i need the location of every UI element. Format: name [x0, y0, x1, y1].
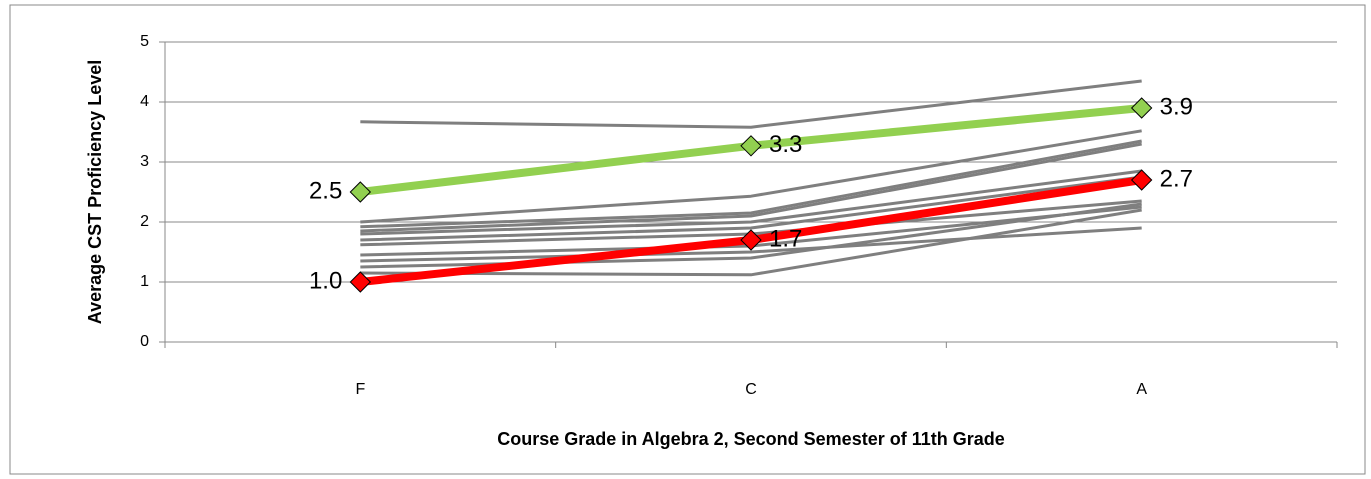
series-line — [360, 142, 1142, 233]
marker — [740, 135, 762, 157]
marker — [1130, 97, 1153, 119]
y-axis-title: Average CST Proficiency Level — [85, 60, 105, 324]
series-line — [360, 79, 1142, 129]
marker — [349, 271, 372, 293]
marker — [1130, 169, 1153, 191]
y-tick-label: 2 — [140, 213, 149, 230]
series-line — [360, 208, 1142, 277]
y-tick-label: 5 — [140, 33, 149, 50]
data-label: 1.0 — [309, 267, 342, 294]
series-line — [360, 139, 1142, 229]
y-tick-label: 4 — [140, 93, 149, 110]
data-label: 1.7 — [769, 225, 802, 252]
series-line — [360, 175, 1142, 242]
marker — [740, 229, 762, 251]
data-label: 3.9 — [1160, 93, 1193, 120]
data-label: 2.7 — [1160, 165, 1193, 192]
y-tick-label: 0 — [140, 333, 149, 350]
series-line — [360, 226, 1142, 263]
series-line — [360, 129, 1142, 224]
y-tick-label: 3 — [140, 153, 149, 170]
y-tick-label: 1 — [140, 273, 149, 290]
data-label: 2.5 — [309, 177, 342, 204]
x-tick-label: A — [1136, 381, 1147, 398]
marker — [349, 181, 372, 203]
x-tick-label: F — [355, 381, 365, 398]
chart-frame — [9, 4, 1366, 475]
x-axis-title: Course Grade in Algebra 2, Second Semest… — [497, 429, 1005, 449]
data-label: 3.3 — [769, 131, 802, 158]
x-tick-label: C — [745, 381, 757, 398]
series-line — [360, 169, 1142, 236]
